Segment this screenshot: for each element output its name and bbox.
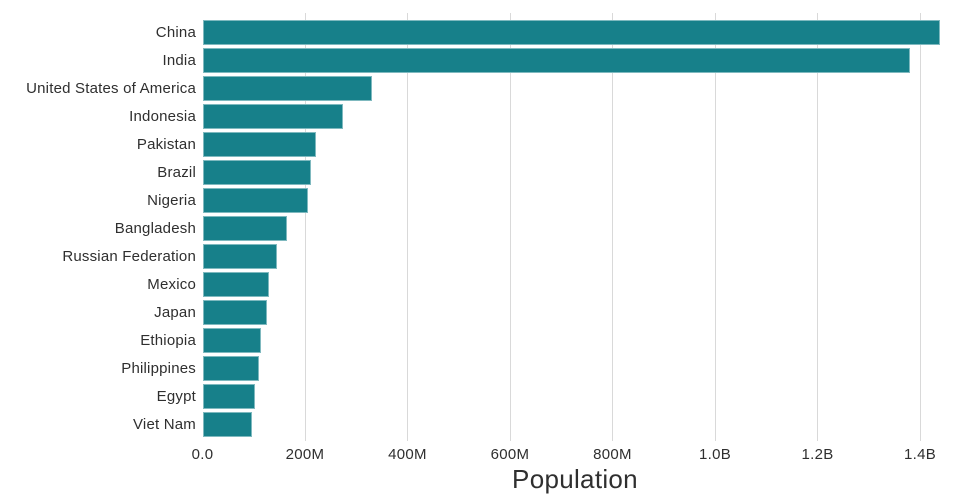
gridline-400M <box>407 13 408 441</box>
x-tick-label-1.4B: 1.4B <box>903 446 937 463</box>
gridline-200M <box>304 13 306 441</box>
gridline-600M <box>509 13 511 441</box>
y-label-philippines: Philippines <box>121 359 196 377</box>
y-label-bangladesh: Bangladesh <box>114 219 196 237</box>
bar-viet-nam <box>202 412 253 437</box>
y-label-china: China <box>155 23 196 41</box>
gridline-1.2B <box>817 13 818 441</box>
x-tick-label-1.2B: 1.2B <box>801 446 834 463</box>
x-tick-label-0.0: 0.0 <box>191 446 214 463</box>
bar-pakistan <box>202 132 316 157</box>
y-label-brazil: Brazil <box>157 163 196 181</box>
y-label-united-states-of-america: United States of America <box>26 79 196 97</box>
bar-indonesia <box>202 104 343 129</box>
bar-india <box>202 48 910 73</box>
bar-nigeria <box>202 188 309 213</box>
y-label-ethiopia: Ethiopia <box>140 331 196 349</box>
y-label-japan: Japan <box>154 303 196 321</box>
gridline-1.0B <box>714 13 716 441</box>
bar-bangladesh <box>202 216 287 241</box>
bar-japan <box>202 300 268 325</box>
bar-ethiopia <box>202 328 262 353</box>
x-tick-label-200M: 200M <box>285 446 325 463</box>
bar-philippines <box>202 356 259 381</box>
y-label-viet-nam: Viet Nam <box>132 415 196 433</box>
y-label-egypt: Egypt <box>156 387 196 405</box>
gridline-1.4B <box>919 13 921 441</box>
bar-china <box>202 20 941 45</box>
x-tick-label-1.0B: 1.0B <box>698 446 732 463</box>
y-label-pakistan: Pakistan <box>136 135 196 153</box>
x-tick-label-600M: 600M <box>490 446 530 463</box>
bar-egypt <box>202 384 255 409</box>
bar-mexico <box>202 272 269 297</box>
x-tick-label-400M: 400M <box>388 446 427 463</box>
bar-russian-federation <box>202 244 278 269</box>
x-axis-title: Population <box>512 464 638 494</box>
y-label-indonesia: Indonesia <box>129 107 196 125</box>
x-tick-label-800M: 800M <box>593 446 632 463</box>
y-label-mexico: Mexico <box>147 275 196 293</box>
y-label-india: India <box>162 51 196 69</box>
bar-brazil <box>202 160 312 185</box>
bar-united-states-of-america <box>202 76 373 101</box>
y-label-russian-federation: Russian Federation <box>62 247 196 265</box>
gridline-800M <box>612 13 613 441</box>
y-label-nigeria: Nigeria <box>147 191 196 209</box>
